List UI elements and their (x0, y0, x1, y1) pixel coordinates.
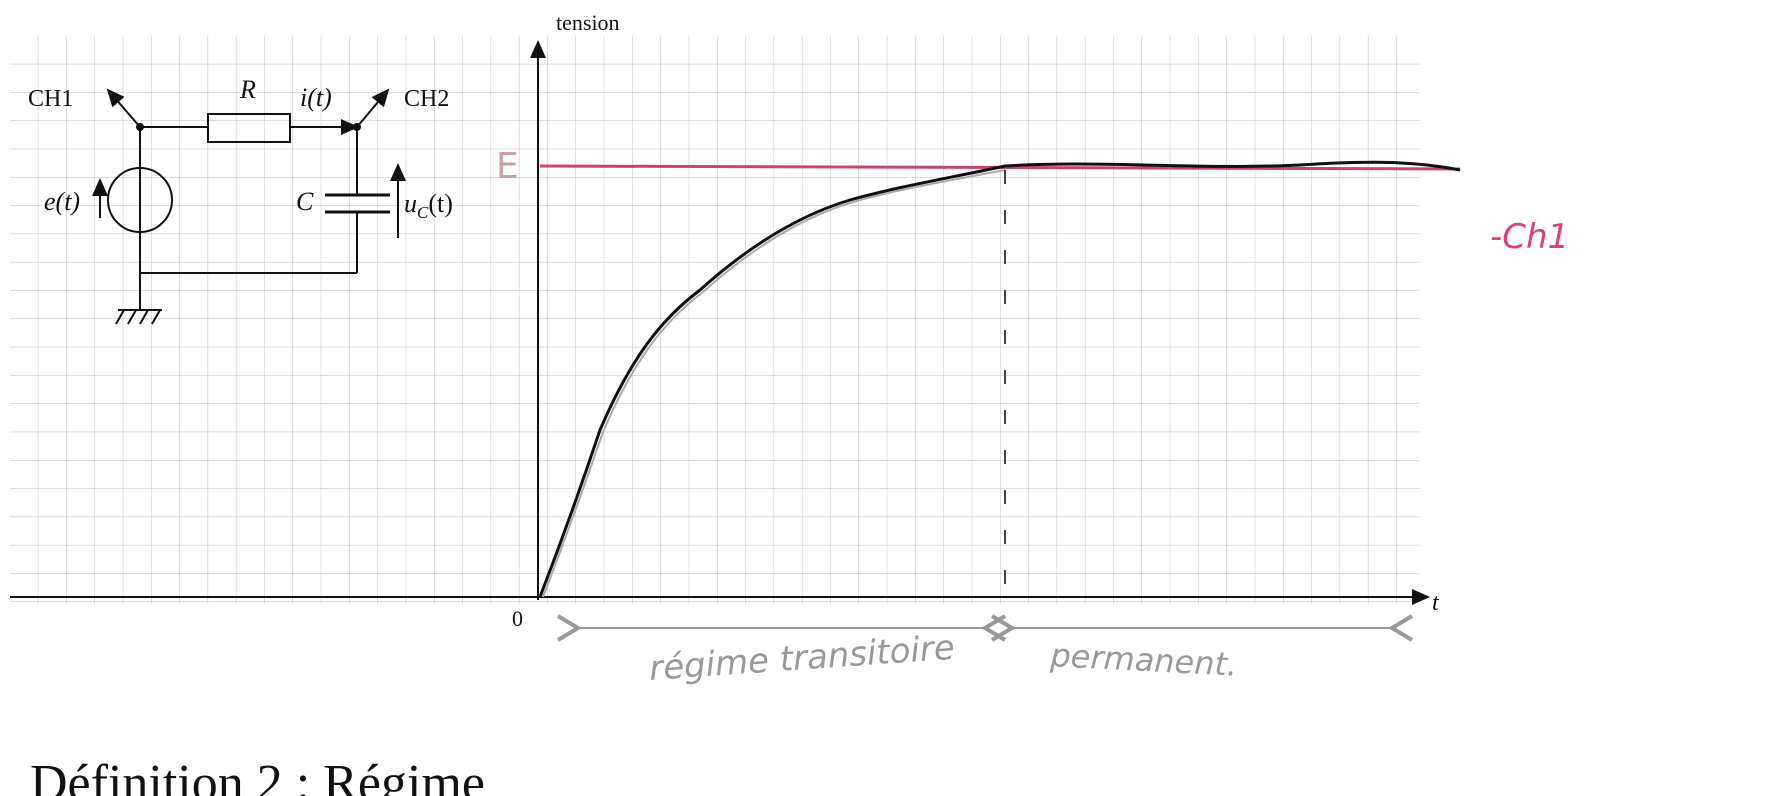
uc-argument: (t) (428, 189, 453, 218)
ch1-label: CH1 (28, 86, 73, 112)
uc-subscript: C (417, 203, 429, 222)
source-label: e(t) (44, 187, 80, 216)
capacitor-label: C (296, 187, 314, 216)
response-shadow (542, 169, 1006, 598)
resistor-label: R (239, 75, 256, 104)
origin-label: 0 (512, 606, 523, 631)
capacitor-voltage-label: uC(t) (404, 189, 453, 222)
channel-note: -Ch1 (1490, 217, 1569, 257)
x-axis-label: t (1432, 590, 1440, 616)
footer-heading: Définition 2 : Régime (30, 755, 485, 796)
node (353, 123, 361, 131)
y-axis-label: tension (556, 10, 620, 35)
steady-label: permanent. (1049, 636, 1239, 684)
uc-main: u (404, 189, 417, 218)
ch2-label: CH2 (404, 86, 449, 112)
level-label: E (496, 146, 519, 187)
circuit (92, 88, 406, 325)
current-label: i(t) (300, 83, 332, 112)
response-curve (538, 160, 1461, 598)
transient-label: régime transitoire (648, 628, 956, 689)
grid-paper (10, 36, 1420, 604)
node (136, 123, 144, 131)
